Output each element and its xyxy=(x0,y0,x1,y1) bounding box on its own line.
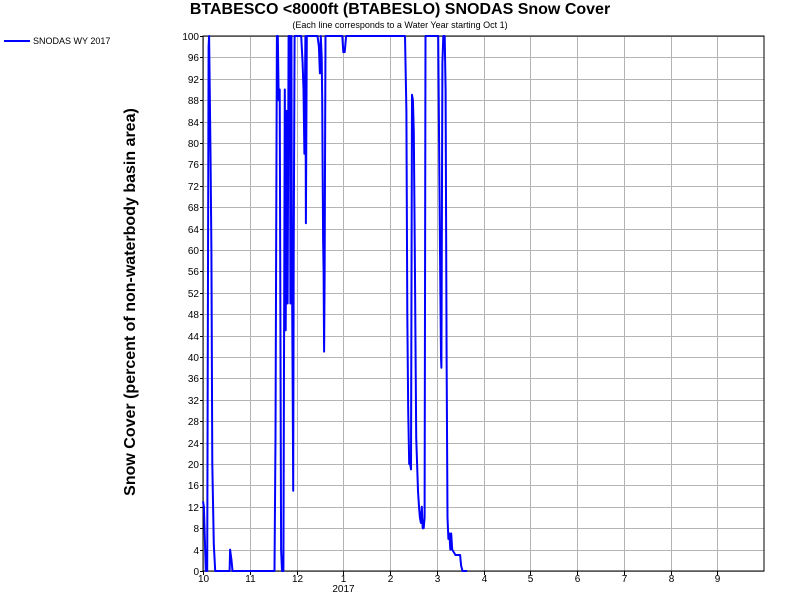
y-tick-label: 76 xyxy=(188,160,200,171)
y-tick-label: 20 xyxy=(188,460,200,471)
chart-subtitle: (Each line corresponds to a Water Year s… xyxy=(292,20,508,30)
legend-swatch-line xyxy=(4,40,30,42)
y-tick-label: 40 xyxy=(188,353,200,364)
legend-label: SNODAS WY 2017 xyxy=(33,36,111,46)
y-tick-label: 88 xyxy=(188,96,200,107)
y-tick-label: 28 xyxy=(188,417,200,428)
y-tick-label: 56 xyxy=(188,267,200,278)
y-tick-label: 84 xyxy=(188,118,200,129)
y-tick-label: 0 xyxy=(193,567,199,578)
x-tick-label: 10 xyxy=(198,574,210,585)
y-tick-label: 36 xyxy=(188,374,200,385)
x-tick-label: 8 xyxy=(669,574,675,585)
x-tick-label: 9 xyxy=(715,574,721,585)
chart-title: BTABESCO <8000ft (BTABESLO) SNODAS Snow … xyxy=(189,1,611,18)
x-tick-label: 6 xyxy=(575,574,581,585)
y-tick-label: 92 xyxy=(188,75,200,86)
y-axis: 0481216202428323640444852566064687276808… xyxy=(182,32,203,578)
legend: SNODAS WY 2017 xyxy=(4,36,110,46)
series-line-snodas-wy-2017 xyxy=(202,35,468,572)
y-tick-label: 16 xyxy=(188,481,200,492)
x-tick-label: 1 xyxy=(341,574,347,585)
x-tick-label: 11 xyxy=(245,574,256,585)
x-tick-label: 2 xyxy=(388,574,394,585)
y-tick-label: 52 xyxy=(188,289,200,300)
y-tick-label: 4 xyxy=(193,546,199,557)
y-tick-label: 96 xyxy=(188,53,200,64)
y-tick-label: 32 xyxy=(188,396,200,407)
x-tick-label: 12 xyxy=(292,574,304,585)
x-tick-label: 3 xyxy=(435,574,441,585)
x-tick-label: 5 xyxy=(528,574,534,585)
y-tick-label: 60 xyxy=(188,246,200,257)
x-tick-label: 4 xyxy=(482,574,488,585)
grid-lines xyxy=(203,36,764,572)
y-tick-label: 44 xyxy=(188,332,200,343)
y-tick-label: 68 xyxy=(188,203,200,214)
x-tick-year-label: 2017 xyxy=(332,584,355,595)
plot-frame xyxy=(202,35,765,572)
y-tick-label: 80 xyxy=(188,139,200,150)
y-tick-label: 48 xyxy=(188,310,200,321)
y-tick-label: 100 xyxy=(182,32,199,43)
series-group xyxy=(202,35,468,572)
y-tick-label: 72 xyxy=(188,182,200,193)
y-tick-label: 64 xyxy=(188,225,200,236)
y-tick-label: 12 xyxy=(188,503,200,514)
y-tick-label: 8 xyxy=(193,524,199,535)
x-tick-label: 7 xyxy=(622,574,628,585)
y-tick-label: 24 xyxy=(188,439,200,450)
